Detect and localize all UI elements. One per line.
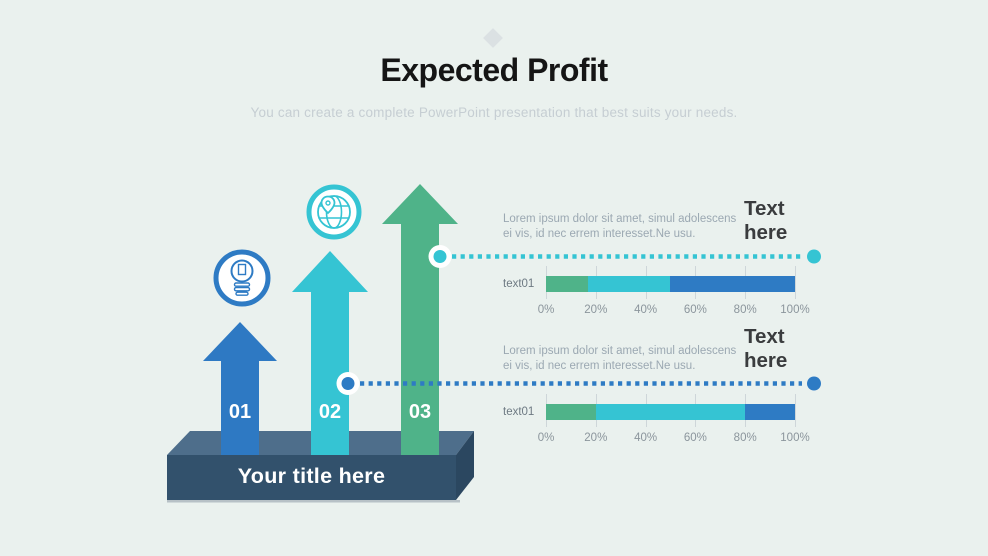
platform-front-face <box>167 455 456 500</box>
bar-segment-green <box>546 404 596 420</box>
tick-label: 100% <box>780 432 810 444</box>
progress-chart-2: text01 0% 20% 40% 60% 80% 100% <box>495 394 810 449</box>
tick-label: 40% <box>634 304 658 316</box>
globe-icon <box>306 184 362 240</box>
tick-label: 60% <box>683 432 707 444</box>
tick-label: 40% <box>634 432 658 444</box>
page-title: Expected Profit <box>380 52 608 88</box>
bar-segment-teal <box>595 404 746 420</box>
tick-line <box>795 394 796 427</box>
page-subtitle: You can create a complete PowerPoint pre… <box>250 105 738 120</box>
bar-segment-teal <box>588 276 671 292</box>
connector-line-2 <box>336 372 821 395</box>
x-axis: 0% 20% 40% 60% 80% 100% <box>538 304 810 318</box>
bar-segment-blue <box>670 276 795 292</box>
stacked-bar <box>546 394 796 427</box>
tick-label: 60% <box>683 304 707 316</box>
platform-side-face <box>456 431 474 500</box>
bar-row-label: text01 <box>503 406 535 418</box>
connector-end-dot <box>807 249 821 264</box>
section-2-heading: Text here <box>744 325 788 372</box>
arrow-02-label: 02 <box>318 401 342 423</box>
bar-segment-blue <box>745 404 795 420</box>
platform-title: Your title here <box>237 464 386 488</box>
lightbulb-icon <box>213 249 271 307</box>
bar-row-label: text01 <box>503 278 535 290</box>
stacked-bar <box>546 266 796 299</box>
arrow-01-label: 01 <box>228 401 252 423</box>
section-1-heading: Text here <box>744 197 788 244</box>
arrow-02 <box>292 251 368 458</box>
x-axis: 0% 20% 40% 60% 80% 100% <box>538 432 810 446</box>
tick-label: 80% <box>733 432 757 444</box>
connector-marker-dot <box>341 377 355 390</box>
section-1-body: Lorem ipsum dolor sit amet, simul adoles… <box>503 213 737 240</box>
tick-label: 20% <box>584 304 608 316</box>
tick-label: 0% <box>537 304 555 316</box>
arrow-01 <box>203 322 277 458</box>
tick-label: 0% <box>537 432 555 444</box>
bar-segment-green <box>546 276 589 292</box>
connector-end-dot <box>807 376 821 391</box>
tick-label: 80% <box>733 304 757 316</box>
bar-segments <box>546 404 795 420</box>
connector-marker-dot <box>433 250 447 263</box>
section-2-body: Lorem ipsum dolor sit amet, simul adoles… <box>503 345 737 372</box>
tick-line <box>795 266 796 299</box>
platform-shadow <box>167 500 460 503</box>
connector-line-1 <box>428 245 821 268</box>
bar-segments <box>546 276 795 292</box>
progress-chart-1: text01 0% 20% 40% 60% 80% 100% <box>495 266 810 321</box>
arrow-03-label: 03 <box>408 401 432 423</box>
tick-label: 100% <box>780 304 810 316</box>
tick-label: 20% <box>584 432 608 444</box>
